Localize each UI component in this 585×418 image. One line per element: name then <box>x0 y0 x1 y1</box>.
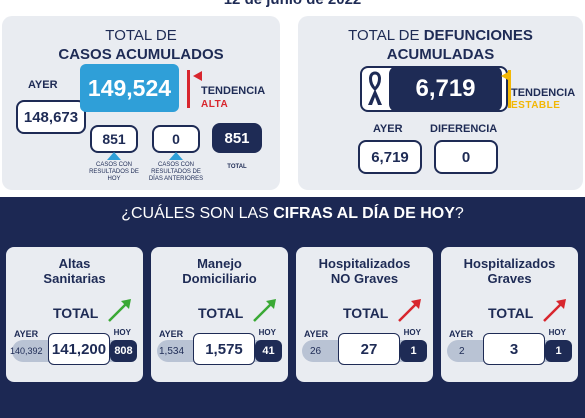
cases-ayer-value: 148,673 <box>16 100 86 134</box>
stat-title-line1: Altas <box>58 256 91 271</box>
stat-total-label: TOTAL <box>488 305 534 321</box>
stat-title-line2: Sanitarias <box>43 271 106 286</box>
deaths-diff-label: DIFERENCIA <box>430 123 498 135</box>
trend-up-arrow-icon <box>253 299 276 322</box>
stat-hoy-label: HOY <box>258 328 276 337</box>
pointer-triangle-icon <box>169 152 183 160</box>
trend-up-arrow-icon <box>398 299 421 322</box>
stat-card-hospitalizados-graves: Hospitalizados Graves TOTAL AYER HOY 2 3… <box>441 247 578 382</box>
stat-title-line2: NO Graves <box>330 271 399 286</box>
stat-title-line1: Hospitalizados <box>463 256 556 271</box>
stat-hoy-value: 808 <box>110 340 137 362</box>
trend-pointer-icon <box>501 71 510 81</box>
stat-card-altas-sanitarias: Altas Sanitarias TOTAL AYER HOY 140,392 … <box>6 247 143 382</box>
stat-ayer-value: 2 <box>459 346 465 357</box>
stat-ayer-value: 1,534 <box>159 346 185 357</box>
deaths-trend-label: TENDENCIA <box>511 87 576 99</box>
today-figures-title: ¿CUÁLES SON LAS CIFRAS AL DÍA DE HOY? <box>121 205 464 222</box>
stat-today-value: 3 <box>483 333 545 365</box>
trend-up-arrow-icon <box>108 299 131 322</box>
stat-ayer-label: AYER <box>449 329 474 339</box>
cases-total-value: 149,524 <box>80 64 179 112</box>
deaths-trend-bar <box>508 70 511 108</box>
cases-today-caption: CASOS CON RESULTADOS DE HOY <box>89 162 139 182</box>
cases-title-line1: TOTAL DE <box>105 27 177 44</box>
stat-hoy-label: HOY <box>403 328 421 337</box>
stat-ayer-label: AYER <box>304 329 329 339</box>
deaths-card: TOTAL DE DEFUNCIONES ACUMULADAS 6,719 TE… <box>298 16 583 190</box>
deaths-diff-value: 0 <box>434 140 498 174</box>
cases-previous-days-caption: CASOS CON RESULTADOS DE DÍAS ANTERIORES <box>148 162 204 182</box>
cases-today-value: 851 <box>90 125 138 153</box>
stat-today-value: 27 <box>338 333 400 365</box>
stat-title-line1: Manejo <box>197 256 242 271</box>
stat-card-manejo-domiciliario: Manejo Domiciliario TOTAL AYER HOY 1,534… <box>151 247 288 382</box>
stat-ayer-value: 140,392 <box>10 346 43 356</box>
cases-trend-value: ALTA <box>201 99 229 110</box>
stat-total-label: TOTAL <box>343 305 389 321</box>
cases-trend-bar <box>187 70 190 108</box>
stat-hoy-value: 41 <box>255 340 282 362</box>
stat-title-line1: Hospitalizados <box>318 256 411 271</box>
stat-ayer-label: AYER <box>14 329 39 339</box>
report-date: 12 de junio de 2022 <box>0 0 585 8</box>
stat-total-label: TOTAL <box>198 305 244 321</box>
cases-breakdown-total-value: 851 <box>212 123 262 153</box>
stat-hoy-value: 1 <box>400 340 427 362</box>
deaths-ayer-value: 6,719 <box>358 140 422 174</box>
deaths-ayer-label: AYER <box>373 123 403 135</box>
cases-previous-days-value: 0 <box>152 125 200 153</box>
deaths-trend-value: ESTABLE <box>511 100 561 111</box>
cases-ayer-label: AYER <box>28 79 58 91</box>
trend-up-arrow-icon <box>543 299 566 322</box>
stat-title-line2: Domiciliario <box>182 271 257 286</box>
stat-card-hospitalizados-no-graves: Hospitalizados NO Graves TOTAL AYER HOY … <box>296 247 433 382</box>
stat-ayer-value: 26 <box>310 346 322 357</box>
stat-ayer-label: AYER <box>159 329 184 339</box>
cases-title-line2: CASOS ACUMULADOS <box>58 46 224 63</box>
stat-hoy-label: HOY <box>548 328 566 337</box>
mourning-ribbon-icon <box>368 71 382 105</box>
stat-hoy-label: HOY <box>113 328 131 337</box>
stat-total-label: TOTAL <box>53 305 99 321</box>
stat-hoy-value: 1 <box>545 340 572 362</box>
cases-breakdown-total-caption: TOTAL <box>227 164 247 170</box>
stat-today-value: 1,575 <box>193 333 255 365</box>
pointer-triangle-icon <box>107 152 121 160</box>
deaths-total-value: 6,719 <box>389 66 502 112</box>
deaths-title-line2: ACUMULADAS <box>386 46 495 63</box>
cases-card: TOTAL DE CASOS ACUMULADOS AYER 148,673 1… <box>2 16 280 190</box>
cases-trend-label: TENDENCIA <box>201 85 266 97</box>
stat-today-value: 141,200 <box>48 333 110 365</box>
deaths-title-line1: TOTAL DE DEFUNCIONES <box>348 27 533 44</box>
stat-title-line2: Graves <box>487 271 532 286</box>
trend-pointer-icon <box>193 71 202 81</box>
